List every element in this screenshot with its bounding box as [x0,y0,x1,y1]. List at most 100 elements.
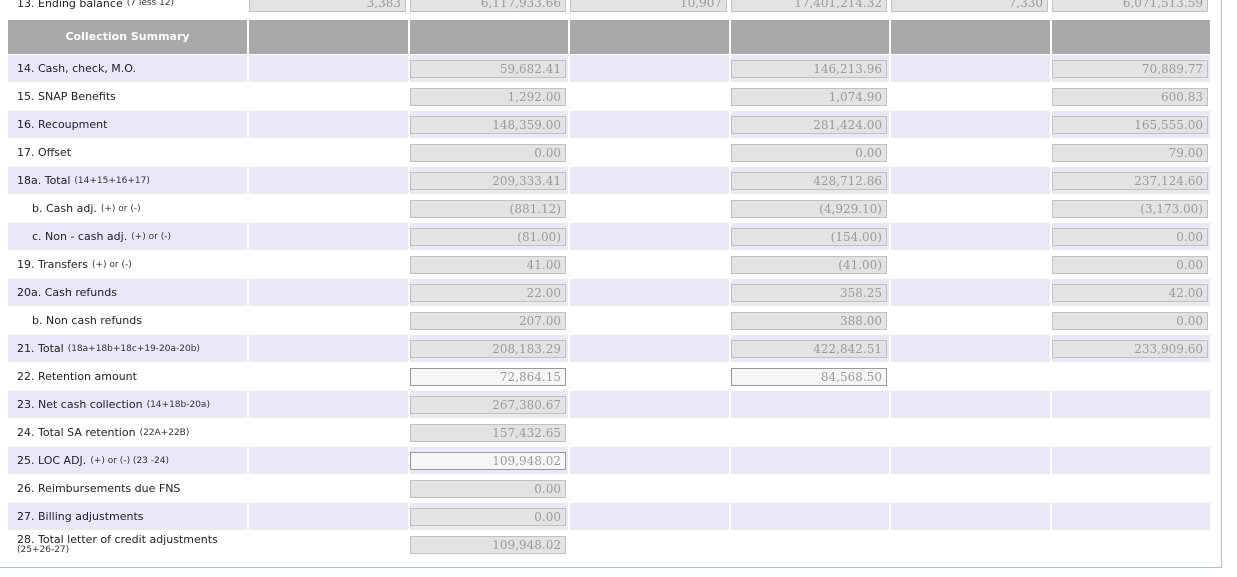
value-input: (881.12) [410,200,566,218]
value-input: 388.00 [731,312,887,330]
cell [249,195,408,222]
row-label-cell: 28. Total letter of credit adjustments (2… [8,531,247,558]
cell [731,475,889,502]
value-input: (154.00) [731,228,887,246]
header-cell [570,20,729,54]
value-input: 109,948.02 [410,536,566,554]
row-note: (14+18b-20a) [146,399,210,410]
row-label: 24. Total SA retention [17,426,136,439]
cell [570,307,729,334]
cell [570,55,729,82]
value-input: 281,424.00 [731,116,887,134]
row-note: (25+26-27) [17,544,70,555]
cell [249,531,408,558]
value-input: 209,333.41 [410,172,566,190]
value-input: 233,909.60 [1052,340,1208,358]
cell [8,195,247,222]
cell [249,55,408,82]
cell [8,55,247,82]
value-input: 0.00 [731,144,887,162]
header-cell [249,20,408,54]
cell [731,419,889,446]
value-input: 237,124.60 [1052,172,1208,190]
row-note: (+) or (-) (23 -24) [90,455,169,466]
value-input: 59,682.41 [410,60,566,78]
cell [891,111,1050,138]
row-label: 25. LOC ADJ. [17,454,87,467]
cell [8,531,247,558]
value-input[interactable]: 72,864.15 [410,368,566,386]
cell [8,251,247,278]
cell [1052,419,1210,446]
cell [891,195,1050,222]
row-label-cell: 14. Cash, check, M.O. [8,55,247,82]
row-label: 16. Recoupment [17,118,108,131]
cell [8,167,247,194]
cell [570,139,729,166]
cell [8,503,247,530]
header-cell [1052,20,1210,54]
value-input: 157,432.65 [410,424,566,442]
row-label: 19. Transfers [17,258,88,271]
cell [249,139,408,166]
cell [8,363,247,390]
row-label-cell: 23. Net cash collection (14+18b-20a) [8,391,247,418]
row-label-cell: 22. Retention amount [8,363,247,390]
cell [249,279,408,306]
cell [1052,503,1210,530]
cell [8,279,247,306]
cell [731,531,889,558]
cell [249,335,408,362]
cell [731,503,889,530]
header-cell [410,20,568,54]
row-label: c. Non - cash adj. [32,230,128,243]
cell [570,503,729,530]
value-input[interactable]: 84,568.50 [731,368,887,386]
row-label-cell: 26. Reimbursements due FNS [8,475,247,502]
cell [570,111,729,138]
cell [731,391,889,418]
value-input: 0.00 [410,480,566,498]
cell [891,531,1050,558]
value-input: 600.83 [1052,88,1208,106]
value-input: 0.00 [1052,256,1208,274]
cell [249,223,408,250]
row-label: 26. Reimbursements due FNS [17,482,181,495]
row-label: 22. Retention amount [17,370,137,383]
value-input[interactable]: 109,948.02 [410,452,566,470]
cell [249,83,408,110]
cell [1052,391,1210,418]
cell [249,251,408,278]
value-input: (41.00) [731,256,887,274]
row-label-cell: 16. Recoupment [8,111,247,138]
row-label: 17. Offset [17,146,72,159]
row-label: 23. Net cash collection [17,398,143,411]
row-note: (14+15+16+17) [74,175,150,186]
value-input: 42.00 [1052,284,1208,302]
row-label: 28. Total letter of credit adjustments [17,532,218,546]
value-box: 6,071,513.59 [1052,0,1208,12]
value-box: 10,907 [570,0,727,12]
value-input: 267,380.67 [410,396,566,414]
cell [891,391,1050,418]
cell [570,363,729,390]
row-label: 20a. Cash refunds [17,286,117,299]
row-note: (18a+18b+18c+19-20a-20b) [67,343,200,354]
header-cell [731,20,889,54]
cell [891,55,1050,82]
cell [249,363,408,390]
value-box: 17,401,214.32 [731,0,887,12]
value-input: 0.00 [410,508,566,526]
value-input: (81.00) [410,228,566,246]
cell [249,447,408,474]
cell [570,223,729,250]
row-note: (+) or (-) [100,203,141,214]
row-label: 13. Ending balance [17,0,123,10]
row-label-cell: c. Non - cash adj. (+) or (-) [8,223,247,250]
cell [570,335,729,362]
cell [8,391,247,418]
value-input: 79.00 [1052,144,1208,162]
cell [891,167,1050,194]
cell [249,307,408,334]
